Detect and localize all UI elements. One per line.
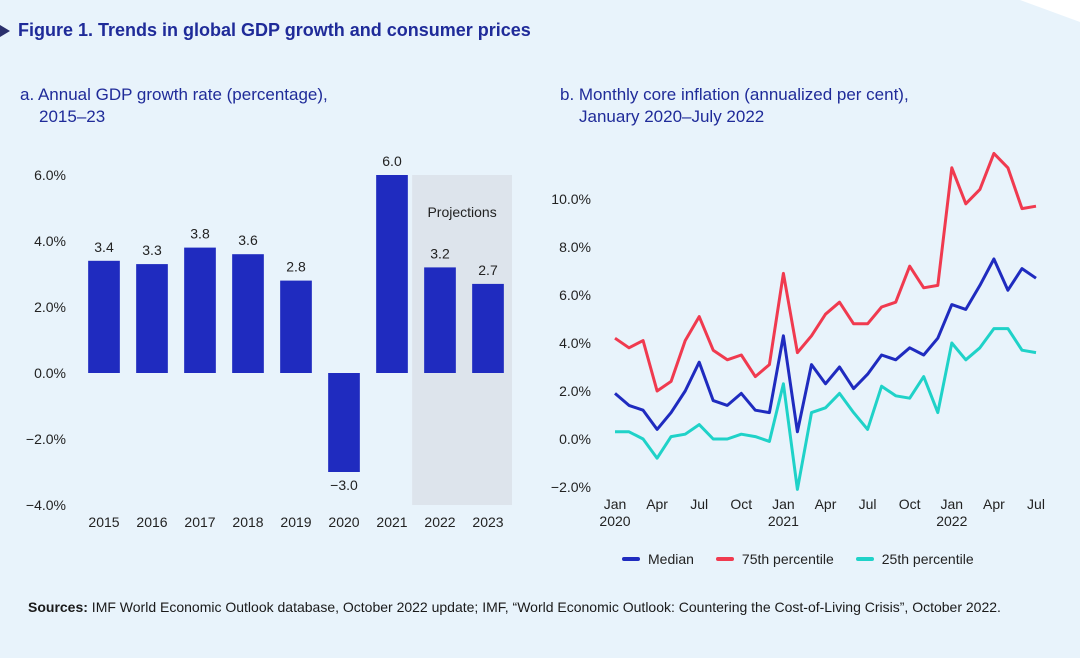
sources-note: Sources: IMF World Economic Outlook data…	[28, 598, 1028, 616]
corner-decoration	[1020, 0, 1080, 22]
bar	[136, 264, 168, 373]
x-tick-label: 2023	[472, 514, 503, 530]
y-tick-label: −2.0%	[551, 479, 591, 495]
bar-value-label: 2.7	[478, 262, 498, 278]
y-tick-label: 6.0%	[34, 167, 66, 183]
x-tick-label: Jan	[941, 496, 964, 512]
panel-b-subtitle: b. Monthly core inflation (annualized pe…	[560, 84, 909, 128]
x-tick-label: 2015	[88, 514, 119, 530]
x-tick-label: Jan	[772, 496, 795, 512]
sources-text: IMF World Economic Outlook database, Oct…	[87, 599, 1001, 615]
figure-title-text: Figure 1. Trends in global GDP growth an…	[18, 20, 531, 40]
x-tick-label: Apr	[815, 496, 837, 512]
x-tick-label: Apr	[646, 496, 668, 512]
panel-b-subtitle-line1: b. Monthly core inflation (annualized pe…	[560, 85, 909, 104]
gdp-growth-bar-chart: Projections −4.0% −2.0% 0.0% 2.0% 4.0% 6.0% 3.4…	[26, 153, 512, 530]
legend-item-p75: 75th percentile	[715, 551, 834, 567]
bar-value-label: 3.4	[94, 239, 114, 255]
x-tick-label: 2017	[184, 514, 215, 530]
bar-value-label: 2.8	[286, 259, 306, 275]
sources-label: Sources:	[28, 599, 88, 615]
bar-value-label: −3.0	[330, 477, 358, 493]
x-tick-label: 2016	[136, 514, 167, 530]
y-tick-label: 4.0%	[559, 335, 591, 351]
x-tick-year-label: 2022	[936, 513, 967, 529]
panel-a-subtitle-line2: 2015–23	[39, 107, 106, 126]
projections-label: Projections	[427, 204, 496, 220]
chart-b-legend: Median 75th percentile 25th percentile	[622, 551, 974, 567]
x-tick-label: Jul	[1027, 496, 1045, 512]
x-tick-year-label: 2021	[768, 513, 799, 529]
y-tick-label: 2.0%	[559, 383, 591, 399]
bar	[184, 247, 216, 373]
x-tick-label: Jul	[690, 496, 708, 512]
x-tick-label: 2019	[280, 514, 311, 530]
legend-label-median: Median	[648, 551, 694, 567]
series-line-p25	[615, 327, 1037, 491]
x-tick-label: 2020	[328, 514, 359, 530]
series-line-median	[614, 257, 1037, 434]
legend-swatch-median	[622, 557, 640, 561]
bar-value-label: 3.8	[190, 226, 210, 242]
legend-label-p25: 25th percentile	[881, 551, 974, 567]
legend-item-p25: 25th percentile	[855, 551, 974, 567]
x-tick-label: Apr	[983, 496, 1005, 512]
x-tick-label: Jul	[859, 496, 877, 512]
series-line-p75	[614, 151, 1037, 393]
bar	[472, 283, 504, 373]
bar-value-label: 3.2	[430, 245, 450, 261]
x-tick-label: Jan	[604, 496, 627, 512]
y-tick-label: −2.0%	[26, 431, 66, 447]
legend-swatch-p75	[715, 557, 734, 561]
bar-value-label: 3.6	[238, 232, 258, 248]
x-tick-year-label: 2020	[599, 513, 630, 529]
y-tick-label: 0.0%	[559, 431, 591, 447]
bar	[376, 175, 408, 373]
triangle-bullet-icon	[0, 24, 10, 37]
y-tick-label: 4.0%	[34, 233, 66, 249]
legend-label-p75: 75th percentile	[741, 551, 834, 567]
legend-item-median: Median	[622, 551, 694, 567]
y-tick-label: 2.0%	[34, 299, 66, 315]
panel-a-subtitle: a. Annual GDP growth rate (percentage), …	[20, 84, 328, 128]
bar-value-label: 3.3	[142, 242, 162, 258]
y-tick-label: 6.0%	[559, 287, 591, 303]
core-inflation-line-chart: −2.0%0.0%2.0%4.0%6.0%8.0%10.0%Jan2020Apr…	[551, 151, 1045, 529]
y-tick-label: 0.0%	[34, 365, 66, 381]
bar	[280, 280, 312, 373]
bar	[88, 260, 120, 373]
x-tick-label: 2022	[424, 514, 455, 530]
legend-swatch-p25	[855, 557, 874, 561]
y-tick-label: 8.0%	[559, 239, 591, 255]
x-tick-label: 2021	[376, 514, 407, 530]
x-tick-label: Oct	[730, 496, 752, 512]
bar	[232, 254, 264, 373]
bar	[424, 267, 456, 373]
bar-value-label: 6.0	[382, 153, 402, 169]
bar	[328, 373, 360, 472]
figure-title: Figure 1. Trends in global GDP growth an…	[0, 20, 531, 41]
x-tick-label: 2018	[232, 514, 263, 530]
y-tick-label: 10.0%	[551, 191, 591, 207]
panel-b-subtitle-line2: January 2020–July 2022	[579, 107, 765, 126]
panel-a-subtitle-line1: a. Annual GDP growth rate (percentage),	[20, 85, 328, 104]
y-tick-label: −4.0%	[26, 497, 66, 513]
x-tick-label: Oct	[899, 496, 921, 512]
